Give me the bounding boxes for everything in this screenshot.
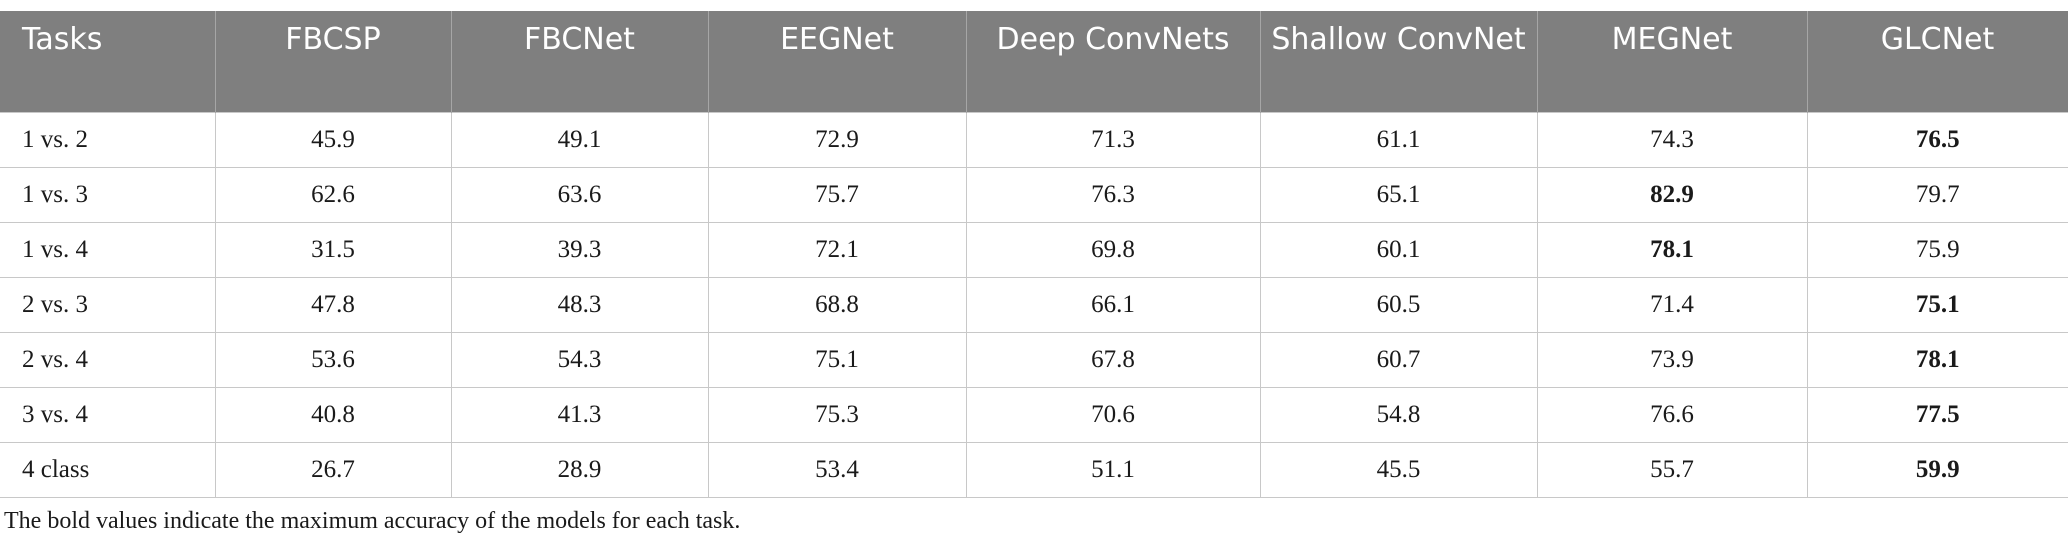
value-cell: 40.8 <box>214 386 452 443</box>
value-cell: 60.5 <box>1259 276 1538 333</box>
value-cell: 39.3 <box>450 221 709 278</box>
header-cell: GLCNet <box>1807 11 2068 112</box>
task-cell: 2 vs. 4 <box>0 331 216 388</box>
value-cell: 77.5 <box>1806 386 2068 443</box>
value-cell: 66.1 <box>965 276 1261 333</box>
value-cell: 76.3 <box>965 166 1261 223</box>
task-cell: 3 vs. 4 <box>0 386 216 443</box>
header-cell: Tasks <box>0 11 216 112</box>
value-cell: 76.5 <box>1806 111 2068 168</box>
value-cell: 54.3 <box>450 331 709 388</box>
value-cell: 71.4 <box>1536 276 1808 333</box>
value-cell: 63.6 <box>450 166 709 223</box>
value-cell: 76.6 <box>1536 386 1808 443</box>
value-cell: 72.9 <box>707 111 967 168</box>
task-cell: 1 vs. 4 <box>0 221 216 278</box>
value-cell: 61.1 <box>1259 111 1538 168</box>
value-cell: 45.5 <box>1259 441 1538 498</box>
value-cell: 59.9 <box>1806 441 2068 498</box>
table-row: 1 vs. 4 31.5 39.3 72.1 69.8 60.1 78.1 75.9 <box>0 221 2068 278</box>
value-cell: 82.9 <box>1536 166 1808 223</box>
header-cell: MEGNet <box>1537 11 1808 112</box>
value-cell: 53.4 <box>707 441 967 498</box>
task-cell: 4 class <box>0 441 216 498</box>
task-cell: 1 vs. 3 <box>0 166 216 223</box>
value-cell: 54.8 <box>1259 386 1538 443</box>
value-cell: 75.7 <box>707 166 967 223</box>
header-cell: FBCNet <box>451 11 709 112</box>
header-cell: FBCSP <box>215 11 452 112</box>
table-row: 1 vs. 2 45.9 49.1 72.9 71.3 61.1 74.3 76.5 <box>0 111 2068 168</box>
footnote: The bold values indicate the maximum acc… <box>4 508 741 534</box>
value-cell: 71.3 <box>965 111 1261 168</box>
header-cell: Shallow ConvNet <box>1260 11 1538 112</box>
value-cell: 72.1 <box>707 221 967 278</box>
task-cell: 2 vs. 3 <box>0 276 216 333</box>
header-cell: Deep ConvNets <box>966 11 1261 112</box>
table-body: 1 vs. 2 45.9 49.1 72.9 71.3 61.1 74.3 76.5 1 vs.… <box>0 111 2068 498</box>
task-cell: 1 vs. 2 <box>0 111 216 168</box>
value-cell: 69.8 <box>965 221 1261 278</box>
value-cell: 75.1 <box>707 331 967 388</box>
table-row: 1 vs. 3 62.6 63.6 75.7 76.3 65.1 82.9 79.7 <box>0 166 2068 223</box>
value-cell: 75.3 <box>707 386 967 443</box>
table-row: 2 vs. 3 47.8 48.3 68.8 66.1 60.5 71.4 75.1 <box>0 276 2068 333</box>
value-cell: 78.1 <box>1536 221 1808 278</box>
value-cell: 70.6 <box>965 386 1261 443</box>
value-cell: 41.3 <box>450 386 709 443</box>
value-cell: 65.1 <box>1259 166 1538 223</box>
value-cell: 31.5 <box>214 221 452 278</box>
value-cell: 67.8 <box>965 331 1261 388</box>
value-cell: 79.7 <box>1806 166 2068 223</box>
value-cell: 28.9 <box>450 441 709 498</box>
value-cell: 60.7 <box>1259 331 1538 388</box>
value-cell: 51.1 <box>965 441 1261 498</box>
value-cell: 53.6 <box>214 331 452 388</box>
table-row: 4 class 26.7 28.9 53.4 51.1 45.5 55.7 59.9 <box>0 441 2068 498</box>
value-cell: 78.1 <box>1806 331 2068 388</box>
value-cell: 62.6 <box>214 166 452 223</box>
value-cell: 73.9 <box>1536 331 1808 388</box>
value-cell: 45.9 <box>214 111 452 168</box>
table-row: 2 vs. 4 53.6 54.3 75.1 67.8 60.7 73.9 78.1 <box>0 331 2068 388</box>
results-table: Tasks FBCSP FBCNet EEGNet Deep ConvNets Shall… <box>0 11 2068 498</box>
header-cell: EEGNet <box>708 11 967 112</box>
value-cell: 48.3 <box>450 276 709 333</box>
value-cell: 75.1 <box>1806 276 2068 333</box>
value-cell: 47.8 <box>214 276 452 333</box>
value-cell: 60.1 <box>1259 221 1538 278</box>
value-cell: 26.7 <box>214 441 452 498</box>
header-row: Tasks FBCSP FBCNet EEGNet Deep ConvNets Shall… <box>0 11 2068 112</box>
value-cell: 55.7 <box>1536 441 1808 498</box>
value-cell: 49.1 <box>450 111 709 168</box>
value-cell: 74.3 <box>1536 111 1808 168</box>
value-cell: 68.8 <box>707 276 967 333</box>
value-cell: 75.9 <box>1806 221 2068 278</box>
table-row: 3 vs. 4 40.8 41.3 75.3 70.6 54.8 76.6 77.5 <box>0 386 2068 443</box>
